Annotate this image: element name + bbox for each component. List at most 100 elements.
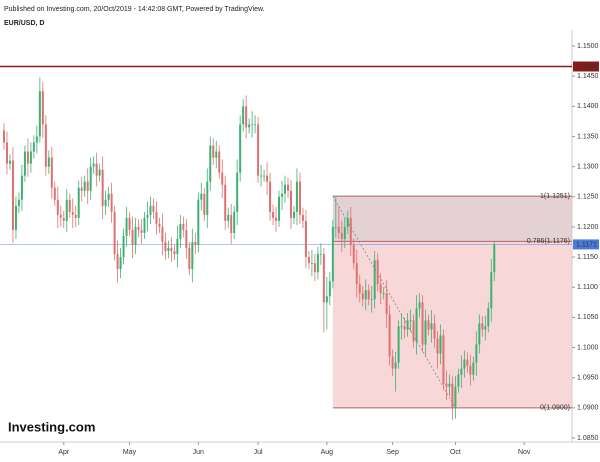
y-tick-label: 1.1050	[577, 314, 599, 321]
candle-body	[29, 151, 32, 164]
candle-body	[337, 226, 340, 233]
candle-body	[125, 217, 128, 236]
candle-body	[221, 172, 224, 185]
candle-body	[242, 106, 245, 125]
candle-body	[322, 254, 325, 303]
y-tick-label: 1.1500	[577, 43, 599, 50]
candle-body	[95, 163, 98, 176]
source-note: Published on Investing.com, 20/Oct/2019 …	[4, 6, 265, 13]
candle-body	[475, 344, 478, 363]
candle-body	[307, 257, 310, 264]
candle-body	[281, 193, 284, 197]
candle-body	[206, 181, 209, 215]
candle-body	[412, 320, 415, 342]
candle-body	[391, 356, 394, 369]
candle-body	[14, 205, 17, 230]
candle-body	[23, 151, 26, 176]
candle-body	[248, 124, 251, 128]
candle-body	[209, 145, 212, 182]
candle-body	[38, 91, 41, 137]
candle-body	[62, 217, 65, 221]
candle-body	[215, 151, 218, 158]
last-price-label: 1.1171	[576, 241, 597, 248]
candle-body	[263, 175, 266, 177]
candle-body	[131, 229, 134, 246]
candle-body	[490, 272, 493, 309]
candle-body	[164, 242, 167, 252]
candle-body	[439, 335, 442, 354]
candle-body	[134, 226, 137, 246]
candle-body	[137, 226, 140, 230]
y-tick-label: 1.1350	[577, 133, 599, 140]
candle-body	[71, 211, 74, 215]
candle-body	[373, 260, 376, 300]
candle-body	[325, 296, 328, 303]
candle-body	[155, 211, 158, 224]
candle-body	[257, 124, 260, 176]
level-label: 1.1466	[576, 63, 598, 70]
candle-body	[424, 320, 427, 345]
candle-body	[83, 181, 86, 191]
candle-body	[292, 211, 295, 218]
candle-body	[400, 326, 403, 328]
candle-body	[484, 326, 487, 330]
candle-body	[284, 184, 287, 194]
candle-body	[406, 320, 409, 330]
candle-body	[152, 205, 155, 212]
candle-body	[445, 383, 448, 387]
candle-body	[448, 383, 451, 387]
candle-body	[343, 226, 346, 239]
candle-body	[415, 308, 418, 342]
candle-body	[182, 223, 185, 230]
candle-body	[251, 124, 254, 126]
candle-body	[418, 302, 421, 309]
chart-title: EUR/USD, D	[4, 20, 44, 27]
candle-body	[295, 181, 298, 212]
y-tick-label: 1.0900	[577, 405, 599, 412]
candle-body	[122, 235, 125, 258]
candle-body	[358, 284, 361, 294]
candle-body	[236, 172, 239, 212]
candle-body	[397, 326, 400, 363]
candle-body	[481, 323, 484, 330]
candle-body	[170, 248, 173, 252]
candle-body	[487, 308, 490, 327]
candle-body	[191, 242, 194, 270]
candle-body	[104, 199, 107, 206]
candle-body	[167, 248, 170, 252]
candle-body	[44, 124, 47, 167]
candle-body	[331, 226, 334, 282]
candle-body	[346, 217, 349, 227]
candle-body	[2, 130, 5, 143]
candle-body	[334, 226, 337, 228]
y-tick-label: 1.1300	[577, 163, 599, 170]
candle-body	[113, 211, 116, 255]
candle-body	[272, 211, 275, 218]
y-tick-label: 1.1150	[577, 254, 598, 261]
candle-body	[442, 335, 445, 384]
candle-body	[233, 211, 236, 233]
candle-body	[254, 124, 257, 126]
candle-body	[35, 136, 38, 143]
x-tick-label: May	[123, 449, 137, 456]
candle-body	[469, 365, 472, 375]
candle-body	[382, 293, 385, 295]
candle-body	[367, 290, 370, 300]
candle-body	[451, 383, 454, 408]
candle-body	[460, 368, 463, 375]
candle-body	[89, 166, 92, 191]
candle-body	[379, 284, 382, 294]
candle-body	[5, 142, 8, 164]
candle-body	[245, 106, 248, 128]
candle-body	[149, 205, 152, 215]
candle-body	[203, 193, 206, 215]
candle-body	[47, 157, 50, 167]
candle-body	[328, 281, 331, 297]
candle-body	[409, 320, 412, 322]
candle-body	[197, 199, 200, 246]
candle-body	[212, 145, 215, 158]
candle-body	[101, 169, 104, 206]
candle-body	[472, 362, 475, 375]
y-tick-label: 1.1450	[577, 73, 599, 80]
y-tick-label: 1.1400	[577, 103, 599, 110]
